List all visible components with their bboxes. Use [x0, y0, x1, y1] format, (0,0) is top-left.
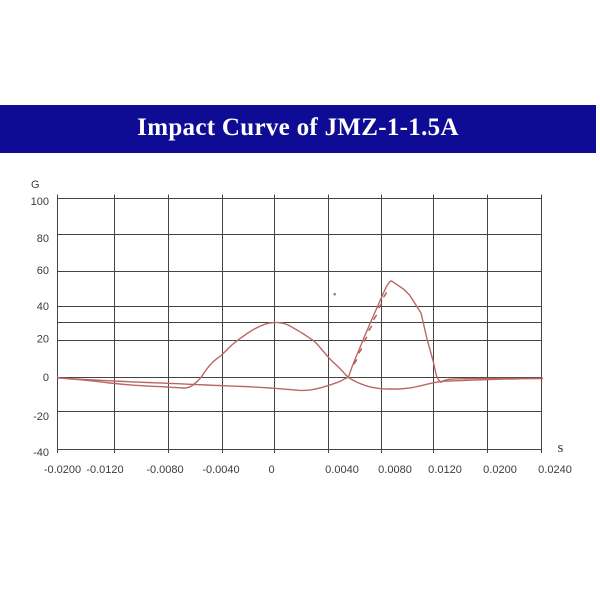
- svg-text:0: 0: [268, 464, 274, 476]
- svg-text:-0.0040: -0.0040: [202, 464, 239, 476]
- svg-text:0.0040: 0.0040: [325, 464, 359, 476]
- svg-text:-40: -40: [33, 447, 49, 459]
- svg-text:0.0080: 0.0080: [378, 464, 412, 476]
- svg-text:0.0120: 0.0120: [428, 464, 462, 476]
- svg-text:40: 40: [37, 301, 49, 313]
- svg-text:80: 80: [37, 233, 49, 245]
- svg-text:-0.0120: -0.0120: [86, 464, 123, 476]
- svg-text:s: s: [558, 440, 564, 456]
- svg-text:G: G: [31, 179, 40, 191]
- svg-text:20: 20: [37, 334, 49, 346]
- svg-text:100: 100: [31, 196, 49, 208]
- svg-text:0.0240: 0.0240: [538, 464, 572, 476]
- svg-text:-0.0080: -0.0080: [146, 464, 183, 476]
- svg-text:-0.0200: -0.0200: [44, 464, 81, 476]
- svg-text:0.0200: 0.0200: [483, 464, 517, 476]
- svg-text:-20: -20: [33, 411, 49, 423]
- svg-text:60: 60: [37, 265, 49, 277]
- svg-text:0: 0: [43, 372, 49, 384]
